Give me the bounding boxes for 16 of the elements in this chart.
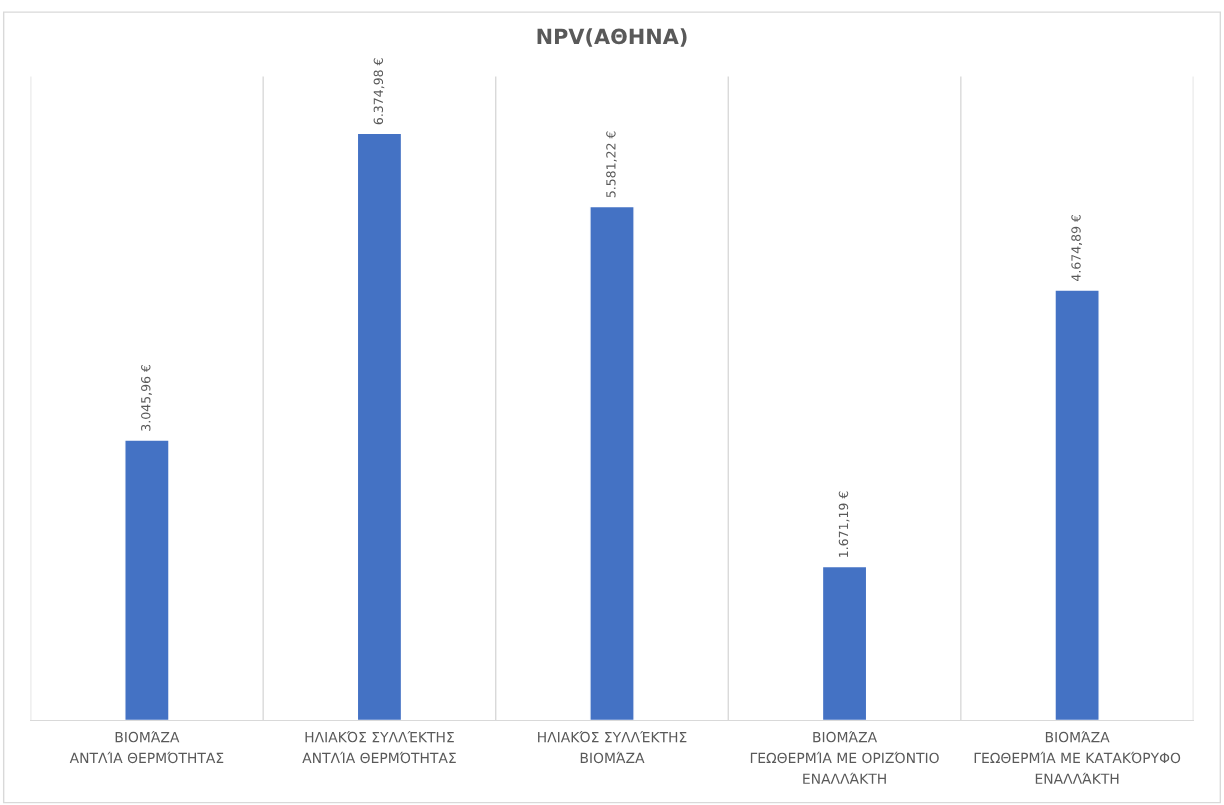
x-tick-label: ΒΙΟΜΆΖΑ ΓΕΩΘΕΡΜΊΑ ΜΕ ΟΡΙΖΌΝΤΙΟ ΕΝΑΛΛΆΚΤΗ (750, 731, 939, 784)
bar (124, 439, 170, 721)
bar (356, 132, 403, 721)
data-label: 6.374,98 € (373, 58, 385, 125)
bar (589, 205, 635, 721)
data-label: 4.674,89 € (1071, 214, 1083, 282)
data-label: 3.045,96 € (141, 364, 152, 431)
data-label: 5.581,22 € (606, 131, 617, 198)
x-tick-label: ΗΛΙΑΚΌΣ ΣΥΛΛΈΚΤΗΣ ΑΝΤΛΊΑ ΘΕΡΜΌΤΗΤΑΣ (302, 731, 456, 764)
x-tick-label: ΗΛΙΑΚΌΣ ΣΥΛΛΈΚΤΗΣ ΒΙΟΜΆΖΑ (538, 731, 687, 764)
bar (821, 565, 868, 721)
bar (1054, 289, 1100, 721)
x-tick-label: ΒΙΟΜΆΖΑ ΑΝΤΛΊΑ ΘΕΡΜΌΤΗΤΑΣ (69, 731, 224, 764)
x-tick-label: ΒΙΟΜΆΖΑ ΓΕΩΘΕΡΜΊΑ ΜΕ ΚΑΤΑΚΌΡΥΦΟ ΕΝΑΛΛΆΚΤΗ (974, 731, 1181, 784)
data-label: 1.671,19 € (838, 491, 850, 557)
chart-title: NPV(ΑΘΗΝΑ) (537, 28, 687, 47)
